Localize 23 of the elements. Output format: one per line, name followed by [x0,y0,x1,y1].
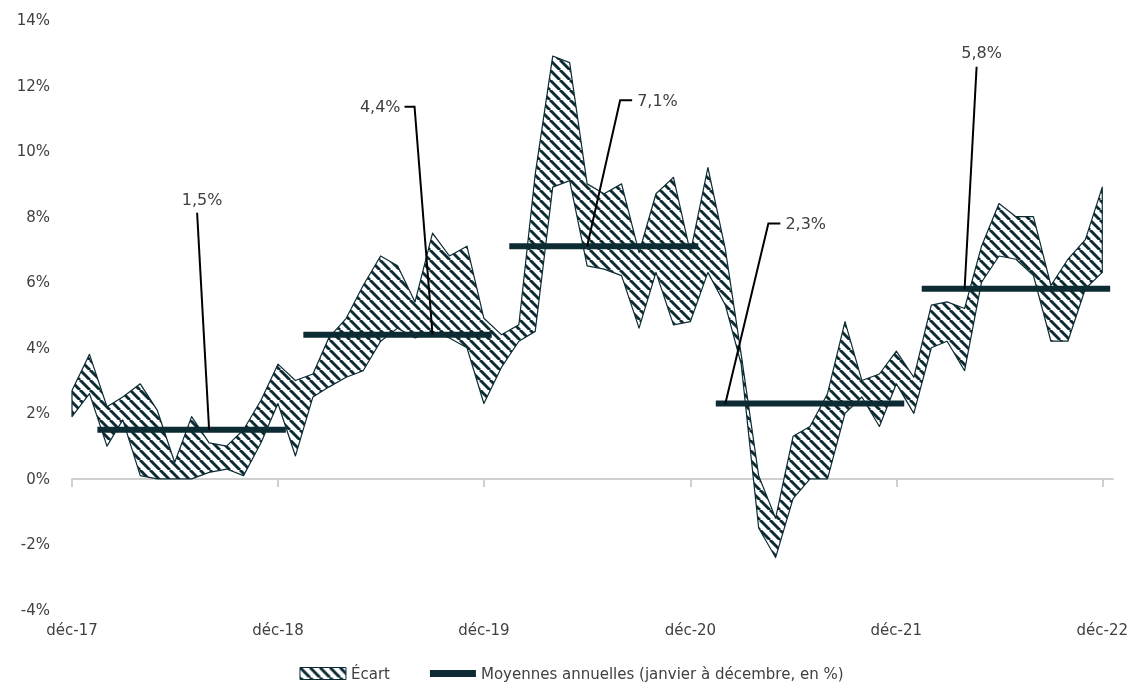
annotation: 5,8% [961,43,1002,63]
y-tick-label: 8% [26,207,50,226]
annotation: 1,5% [181,190,223,210]
y-tick-label: 4% [26,338,50,357]
annotation: 7,1% [637,90,678,110]
y-tick-label: 12% [16,76,50,95]
y-tick-label: 6% [26,273,50,292]
annotation: 4,4% [359,97,401,117]
x-tick-label: déc-18 [252,620,304,639]
legend-label: Moyennes annuelles (janvier à décembre, en %) [480,664,844,683]
y-tick-label: 0% [26,469,50,488]
y-tick-label: 10% [16,142,50,161]
x-tick-label: déc-20 [664,620,717,639]
y-tick-label: -2% [20,535,50,554]
annotation: 2,3% [785,214,827,233]
y-tick-label: 14% [16,11,50,29]
legend-label: Écart [350,663,391,683]
y-tick-label: 2% [26,404,50,423]
x-tick-label: déc-19 [458,620,510,639]
x-tick-label: déc-21 [870,620,923,639]
y-tick-label: -4% [20,601,50,619]
x-tick-label: déc-22 [1076,620,1129,639]
x-tick-label: déc-17 [46,620,98,639]
